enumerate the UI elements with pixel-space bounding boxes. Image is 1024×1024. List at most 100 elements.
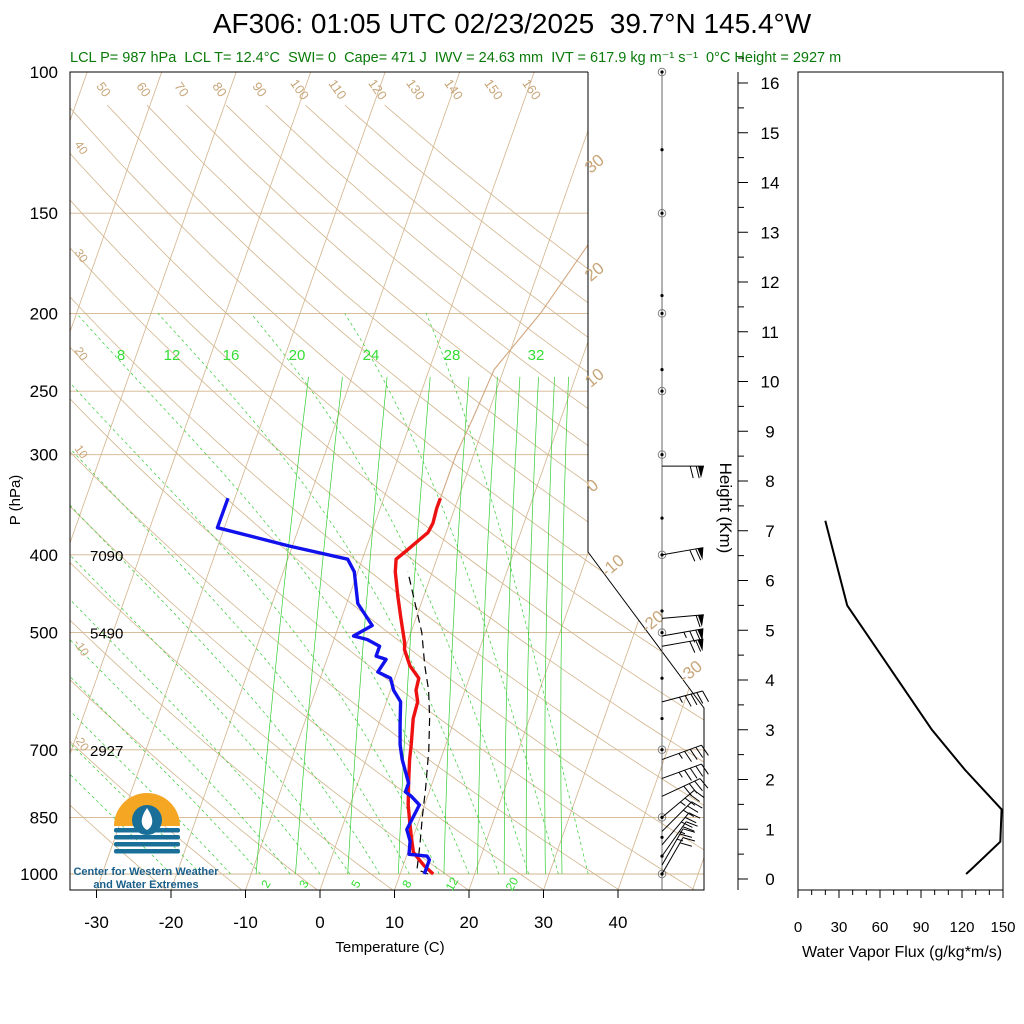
wind-barb-staff [661,821,687,857]
wind-barb-full [690,693,698,706]
dry-adiabat-line [146,104,704,890]
wind-barb-full [696,692,704,704]
wind-barb-half [678,771,683,778]
height-label: 5490 [90,626,123,643]
temp-tick-label: 30 [534,913,553,932]
flux-frame [797,71,1004,891]
moist-adiabat-line [70,442,291,875]
dry-adiabat-label: 50 [93,79,114,99]
dry-adiabat-line [70,105,244,890]
plot-area [70,72,704,890]
pressure-tick-label: 150 [30,204,58,223]
wind-level-dot [660,676,664,680]
wind-barb-staff [661,638,704,647]
wind-barb-full [694,780,703,791]
wind-barb-full [684,695,692,707]
dry-adiabat-line [70,104,704,890]
wind-level-dot [660,389,664,393]
dry-adiabat-line [107,104,704,890]
cw3e-logo [114,793,180,854]
wind-barb-full [684,751,692,762]
dry-adiabat-label: 130 [403,76,428,102]
isotherm-label: -10 [597,551,628,581]
isotherm-label: -30 [675,657,706,687]
dry-adiabat-label: 100 [287,76,312,102]
mixing-ratio-line [295,376,343,875]
wind-barb-staff [661,763,702,779]
mixing-ratio-label: 8 [117,347,125,364]
dry-adiabat-label: -20 [71,732,93,755]
pressure-marker-circle [657,813,667,822]
temp-axis-title: Temperature (C) [335,939,444,956]
wind-barb-half [679,831,686,835]
wind-barb-staff [661,790,695,818]
temp-tick-label: -30 [84,913,109,932]
wind-barb-full [701,763,709,775]
height-tick-label: 7 [765,522,774,541]
isotherm-line [468,72,704,890]
wind-barb [661,628,704,643]
dry-adiabat-label: 120 [365,76,390,102]
pressure-tick-label: 400 [30,546,58,565]
wind-barb-full [689,767,698,779]
dry-adiabat-label: 40 [72,138,91,157]
wind-barb-full [682,809,695,818]
wind-level-dot [660,70,664,74]
wind-barb-full [681,821,693,828]
wind-barb-flag [697,628,704,642]
skewt-frame [69,71,705,891]
wind-barb-half [678,753,683,759]
temp-tick-label: 20 [460,913,479,932]
wind-barb [661,837,696,875]
height-tick-label: 5 [765,621,774,640]
wind-barb-staff [661,547,704,556]
wind-barb [661,828,696,866]
isotherm-label: 20 [581,258,608,285]
mixing-ratio-line [525,376,539,875]
wind-barb-full [682,828,696,833]
wind-barb-full [682,826,695,832]
pressure-tick-label: 300 [30,446,58,465]
height-tick-label: 15 [761,124,780,143]
isotherm-label: 10 [581,364,608,391]
dry-adiabat-label: -10 [71,637,93,660]
wind-barb-flag [698,466,704,479]
wind-level-dot [660,630,664,635]
wind-barb-full [684,816,697,824]
wind-barb-full [689,641,696,653]
mixing-ratio-label: 8 [399,877,415,890]
flux-tick-label: 120 [949,919,974,936]
mixing-ratio-label: 3 [296,877,312,890]
dry-adiabat-label: 20 [72,344,91,363]
wind-barb [661,614,704,628]
wind-barb-full [684,797,696,806]
mixing-ratio-line [397,376,431,875]
height-label: 7090 [90,548,123,565]
wind-barb-full [695,765,704,777]
height-tick-label: 10 [761,373,780,392]
wind-barb-full [689,549,696,562]
dry-adiabat-line [70,105,168,890]
wind-barb [661,744,709,762]
mixing-ratio-line [477,376,498,875]
pressure-marker-circle [657,550,667,560]
wind-barb-staff [661,828,684,866]
logo-wave [114,842,180,847]
flux-tick-label: 0 [794,919,802,936]
dewpoint-line [215,497,432,875]
wind-level-dot [660,516,664,520]
wind-barb-full [695,615,701,628]
chart-title: AF306: 01:05 UTC 02/23/2025 39.7°N 145.4… [212,8,812,39]
wind-barb-full [688,783,698,794]
mixing-ratio-line [443,376,470,875]
height-tick-label: 12 [761,273,780,292]
dry-adiabat-line [70,104,704,890]
mixing-ratio-line [544,376,555,875]
dry-adiabat-line [70,104,704,890]
pressure-tick-label: 1000 [20,865,58,884]
flux-tick-label: 30 [831,919,848,936]
chart-subtitle: LCL P= 987 hPa LCL T= 12.4°C SWI= 0 Cape… [70,50,842,66]
pressure-marker-circle [657,450,667,459]
isotherm-line [70,72,163,890]
dry-adiabat-label: 60 [133,79,154,99]
